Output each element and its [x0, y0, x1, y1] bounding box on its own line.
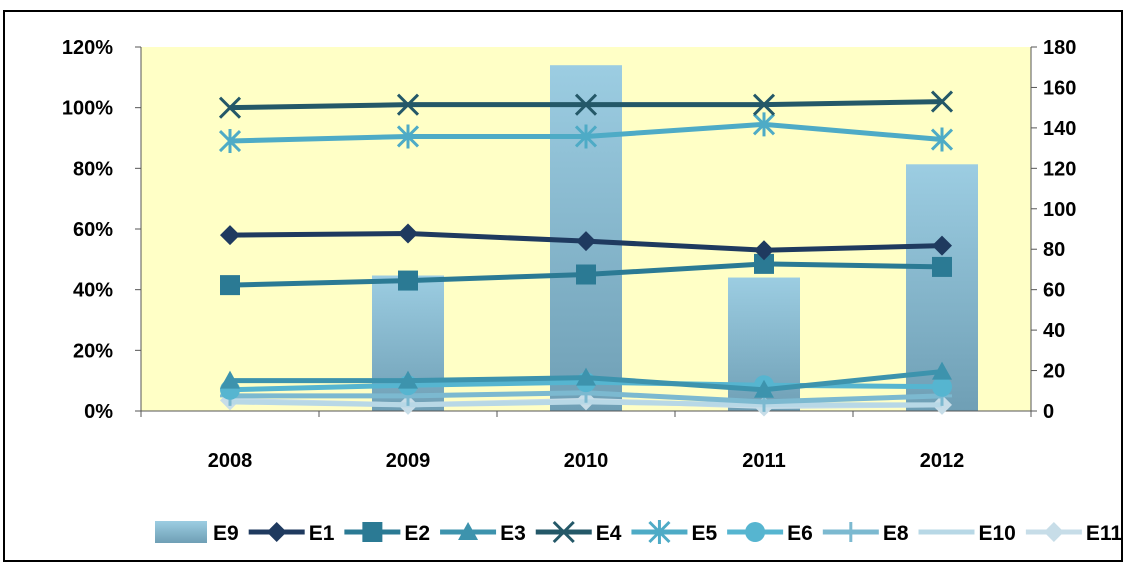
x-tick-label: 2008	[208, 450, 253, 472]
legend-label-e5: E5	[691, 522, 717, 545]
point-e2-2010	[576, 264, 596, 285]
right-tick-label: 120	[1043, 158, 1076, 180]
right-tick-label: 0	[1043, 401, 1054, 423]
legend-label-e11: E11	[1086, 522, 1121, 545]
legend-marker-e5	[648, 520, 671, 544]
right-tick-label: 20	[1043, 361, 1065, 383]
left-tick-label: 20%	[73, 340, 113, 362]
point-e4-2011	[752, 93, 776, 116]
legend-marker-e8	[840, 522, 861, 542]
point-e2-2012	[932, 256, 952, 277]
point-e3-2009	[398, 370, 418, 389]
legend-label-e1: E1	[309, 522, 335, 545]
legend-label-e10: E10	[979, 522, 1016, 545]
point-e2-2009	[398, 270, 418, 291]
point-e1-2008	[220, 225, 240, 246]
right-tick-label: 80	[1043, 239, 1065, 261]
legend-label-e8: E8	[883, 522, 909, 545]
left-tick-label: 0%	[84, 401, 113, 423]
point-e2-2008	[220, 275, 240, 296]
x-tick-label: 2010	[564, 450, 609, 472]
x-tick-label: 2011	[742, 450, 785, 472]
point-e3-2010	[576, 367, 596, 386]
right-tick-label: 180	[1043, 37, 1076, 59]
point-e4-2010	[574, 93, 598, 116]
point-e5-2012	[930, 127, 954, 152]
legend-label-e2: E2	[404, 522, 430, 545]
point-e5-2008	[218, 129, 242, 154]
point-e4-2012	[930, 90, 954, 113]
left-tick-label: 80%	[73, 158, 113, 180]
chart-frame: 0% 20% 40% 60% 80% 100% 120% 0 20 40 60 80 100 120 140…	[3, 10, 1123, 562]
left-tick-label: 120%	[62, 37, 113, 59]
legend-marker-e6	[745, 522, 766, 542]
point-e1-2010	[576, 231, 596, 252]
x-tick-label: 2012	[920, 450, 965, 472]
legend-label-e3: E3	[500, 522, 526, 545]
right-tick-label: 100	[1043, 199, 1076, 221]
legend-marker-e1	[266, 522, 287, 542]
point-e1-2012	[932, 235, 952, 256]
point-e1-2009	[398, 223, 418, 244]
right-tick-label: 140	[1043, 118, 1076, 140]
right-tick-label: 60	[1043, 280, 1065, 302]
legend-label-e9: E9	[213, 522, 239, 545]
point-e3-2011	[754, 379, 774, 398]
point-e3-2008	[220, 370, 240, 389]
point-e4-2009	[396, 93, 420, 116]
legend-marker-e2	[362, 522, 383, 542]
point-e5-2011	[752, 112, 776, 137]
left-tick-label: 100%	[62, 98, 113, 120]
legend-swatch-e9	[155, 521, 207, 543]
legend-marker-e4	[552, 520, 575, 544]
point-e3-2012	[932, 361, 952, 380]
point-e1-2011	[754, 240, 774, 261]
legend-label-e6: E6	[787, 522, 813, 545]
point-e5-2010	[574, 124, 598, 149]
legend-marker-e11	[1043, 522, 1064, 542]
left-tick-label: 60%	[73, 219, 113, 241]
legend-marker-e3	[458, 522, 479, 540]
point-e4-2008	[218, 96, 242, 119]
point-e5-2009	[396, 124, 420, 149]
combo-chart: 0% 20% 40% 60% 80% 100% 120% 0 20 40 60 80 100 120 140…	[62, 37, 1121, 545]
point-e6-2012	[932, 376, 952, 397]
point-e2-2011	[754, 253, 774, 274]
right-tick-label: 160	[1043, 77, 1076, 99]
legend-label-e4: E4	[596, 522, 622, 545]
right-tick-label: 40	[1043, 320, 1065, 342]
x-tick-label: 2009	[386, 450, 431, 472]
left-tick-label: 40%	[73, 280, 113, 302]
